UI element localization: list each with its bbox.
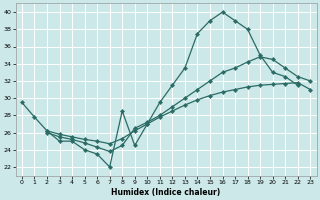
X-axis label: Humidex (Indice chaleur): Humidex (Indice chaleur) bbox=[111, 188, 221, 197]
